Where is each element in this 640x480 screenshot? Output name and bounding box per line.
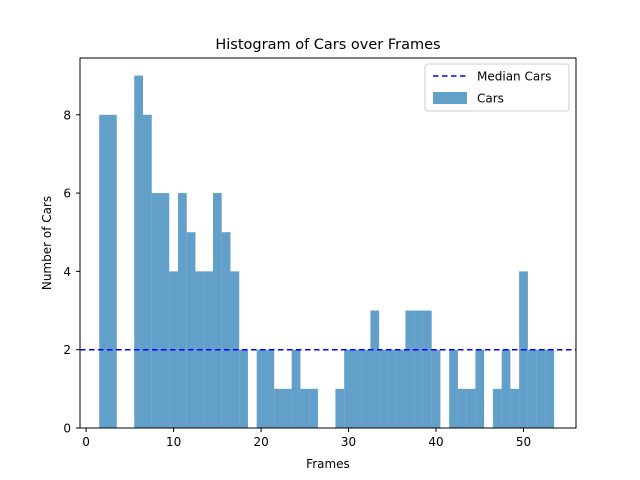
histogram-bar (379, 349, 388, 428)
histogram-bar (300, 388, 310, 428)
histogram-bar (186, 232, 196, 428)
histogram-bar (256, 349, 266, 428)
x-tick-label: 10 (166, 435, 181, 449)
histogram-bar (309, 388, 318, 428)
x-tick-label: 40 (428, 435, 443, 449)
histogram-bar (239, 349, 248, 428)
histogram-bar (510, 388, 520, 428)
y-tick-label: 4 (63, 265, 71, 279)
x-axis-label: Frames (306, 457, 350, 471)
histogram-bar (352, 349, 362, 428)
histogram-bar (265, 349, 275, 428)
histogram-bar (160, 193, 170, 428)
histogram-bar (414, 310, 423, 428)
x-axis-ticks: 0 10 20 30 40 50 (82, 428, 531, 449)
histogram-bar (361, 349, 371, 428)
histogram-bar (501, 349, 511, 428)
histogram-bar (99, 114, 108, 428)
y-axis-ticks: 0 2 4 6 8 (63, 108, 80, 436)
histogram-bar (475, 349, 485, 428)
x-tick-label: 50 (516, 435, 531, 449)
legend: Median Cars Cars (424, 63, 570, 112)
y-tick-label: 6 (63, 187, 71, 201)
legend-cars-label: Cars (477, 92, 504, 106)
histogram-bar (282, 388, 292, 428)
histogram-bar (212, 193, 222, 428)
y-tick-label: 0 (63, 422, 71, 436)
histogram-bar (370, 310, 380, 428)
histogram-bar (536, 349, 546, 428)
histogram-bar (221, 232, 231, 428)
histogram-bar (405, 310, 415, 428)
histogram-bar (107, 114, 117, 428)
histogram-bar (527, 349, 537, 428)
histogram-bar (134, 75, 143, 428)
bars-group (99, 75, 555, 428)
y-tick-label: 2 (63, 343, 71, 357)
histogram-bar (177, 193, 187, 428)
histogram-bar (344, 349, 353, 428)
histogram-bar (466, 388, 476, 428)
histogram-bar (142, 114, 152, 428)
chart-title: Histogram of Cars over Frames (215, 37, 440, 53)
x-tick-label: 0 (82, 435, 90, 449)
histogram-bar (449, 349, 458, 428)
histogram-bar (387, 349, 397, 428)
x-tick-label: 20 (253, 435, 268, 449)
y-axis-label: Number of Cars (40, 196, 54, 290)
histogram-bar (457, 388, 467, 428)
legend-median-label: Median Cars (477, 70, 551, 84)
histogram-bar (396, 349, 406, 428)
histogram-bar (274, 388, 283, 428)
x-tick-label: 30 (341, 435, 356, 449)
histogram-bar (291, 349, 301, 428)
histogram-bar (545, 349, 555, 428)
plot-frame (79, 57, 577, 429)
histogram-bar (431, 349, 441, 428)
legend-cars-swatch (433, 92, 467, 104)
histogram-bar (422, 310, 432, 428)
histogram-bar (335, 388, 345, 428)
histogram-bar (151, 193, 161, 428)
y-tick-label: 8 (63, 108, 71, 122)
histogram-bar (492, 388, 502, 428)
